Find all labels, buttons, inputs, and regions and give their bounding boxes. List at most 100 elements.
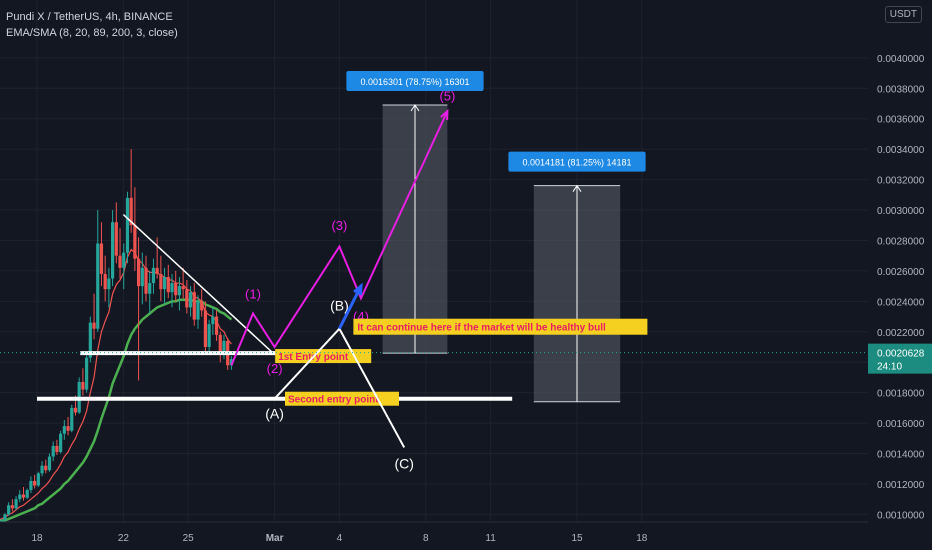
blue-arrow-line[interactable] (338, 285, 363, 330)
candle[interactable] (151, 267, 156, 284)
impulse-wave-path[interactable] (230, 110, 449, 366)
candle[interactable] (188, 292, 193, 308)
candle[interactable] (36, 473, 40, 486)
candle[interactable] (96, 243, 100, 329)
candle[interactable] (140, 267, 144, 287)
candle[interactable] (207, 324, 211, 347)
candle[interactable] (166, 276, 170, 293)
corrective-label: (C) (394, 456, 413, 472)
price-tick-label: 0.0036000 (877, 115, 925, 126)
candle[interactable] (136, 258, 141, 287)
candle[interactable] (51, 445, 55, 457)
candle[interactable] (92, 322, 96, 329)
candle[interactable] (29, 480, 33, 491)
time-tick-label: 18 (636, 533, 648, 544)
candle[interactable] (111, 222, 115, 279)
candle[interactable] (222, 340, 226, 355)
candle[interactable] (81, 381, 85, 390)
entry-label-box[interactable] (285, 391, 399, 406)
currency-badge[interactable]: USDT (884, 6, 922, 23)
trendline[interactable] (122, 214, 276, 356)
candle[interactable] (200, 301, 204, 311)
candle[interactable] (107, 278, 111, 290)
candle[interactable] (196, 301, 200, 320)
candle[interactable] (55, 445, 59, 452)
candle[interactable] (181, 286, 185, 290)
candle[interactable] (174, 283, 178, 296)
corrective-label: (A) (265, 406, 284, 422)
time-axis[interactable]: 18 22 25 Mar 4 8 11 15 18 (0, 521, 868, 550)
candle[interactable] (177, 286, 182, 296)
price-tick-label: 0.0030000 (877, 206, 925, 217)
time-tick-label: Mar (266, 533, 284, 544)
candle[interactable] (162, 276, 167, 290)
symbol-title[interactable]: Pundi X / TetherUS, 4h, BINANCE (6, 11, 173, 23)
impulse-arrow-head (440, 108, 449, 121)
annotation-box[interactable] (353, 318, 648, 335)
candle[interactable] (70, 407, 74, 431)
wave-label: (3) (331, 218, 347, 233)
candle[interactable] (170, 283, 174, 293)
price-tick-label: 0.0016000 (877, 419, 925, 430)
target-label-box[interactable] (508, 151, 646, 172)
candle[interactable] (40, 465, 44, 474)
candle[interactable] (73, 407, 78, 413)
time-tick-label: 22 (118, 533, 130, 544)
candle[interactable] (14, 499, 18, 509)
chart-legend: Pundi X / TetherUS, 4h, BINANCE EMA/SMA … (6, 9, 178, 41)
bar-countdown-label: 24:10 (877, 362, 902, 373)
candle[interactable] (192, 292, 196, 320)
candle[interactable] (85, 357, 89, 390)
candle[interactable] (122, 252, 126, 268)
candle[interactable] (185, 289, 189, 308)
candle[interactable] (99, 243, 104, 274)
candle[interactable] (7, 505, 11, 515)
candle[interactable] (47, 456, 52, 471)
candle[interactable] (148, 283, 152, 294)
price-axis[interactable]: 0.0010000 0.0012000 0.0014000 0.0016000 0.00… (868, 0, 932, 550)
candle[interactable] (129, 197, 133, 226)
candle[interactable] (103, 273, 107, 290)
price-tick-label: 0.0038000 (877, 84, 925, 95)
indicator-title[interactable]: EMA/SMA (8, 20, 89, 200, 3, close) (6, 27, 178, 39)
entry-label-box[interactable] (275, 349, 372, 364)
candle[interactable] (133, 225, 137, 259)
candle[interactable] (144, 267, 148, 294)
candle[interactable] (118, 255, 122, 268)
price-tick-label: 0.0034000 (877, 145, 925, 156)
candle[interactable] (0, 520, 3, 522)
candle[interactable] (218, 334, 222, 355)
target-boxes[interactable]: 0.0016301 (78.75%) 16301 0.0014181 (81.25… (346, 71, 646, 403)
candlesticks[interactable] (0, 149, 233, 523)
candle[interactable] (211, 316, 215, 325)
candle[interactable] (59, 433, 63, 452)
candle[interactable] (114, 222, 118, 256)
candle[interactable] (155, 267, 159, 274)
target-arrow-head (572, 184, 582, 192)
candle[interactable] (88, 322, 92, 358)
wave-label: (1) (245, 286, 261, 301)
candle[interactable] (214, 316, 219, 335)
target-label-text: 0.0016301 (78.75%) 16301 (360, 77, 469, 87)
candle[interactable] (66, 426, 70, 431)
candle[interactable] (3, 514, 7, 521)
candle[interactable] (10, 505, 14, 509)
candle[interactable] (44, 465, 48, 471)
candle[interactable] (203, 310, 208, 347)
price-tick-label: 0.0010000 (877, 510, 925, 521)
candle[interactable] (229, 359, 233, 366)
price-tick-label: 0.0014000 (877, 450, 925, 461)
candle[interactable] (62, 426, 66, 434)
candle[interactable] (25, 490, 29, 498)
candle[interactable] (159, 273, 163, 290)
candle[interactable] (125, 197, 130, 253)
candle[interactable] (21, 494, 26, 498)
candle[interactable] (33, 480, 37, 486)
current-price-badge[interactable] (868, 343, 932, 374)
corrective-label: (B) (330, 297, 349, 313)
candle[interactable] (18, 494, 22, 500)
target-label-box[interactable] (346, 71, 484, 92)
